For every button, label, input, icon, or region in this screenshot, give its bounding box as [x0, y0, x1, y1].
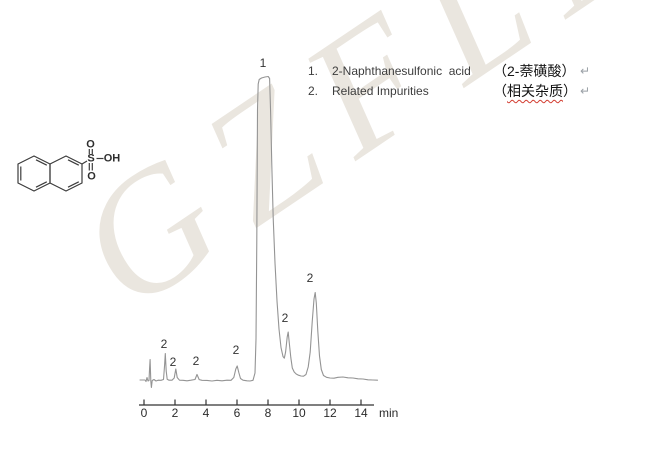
atom-label-o-bottom: O	[87, 170, 96, 183]
peak-legend: 1. 2-Naphthanesulfonic acid （2-萘磺酸） ↵ 2.…	[308, 61, 590, 101]
peak-label: 2	[160, 337, 168, 351]
atom-label-o-top: O	[86, 138, 95, 151]
peak-label-main: 1	[259, 56, 267, 70]
legend-item-1-name: 2-Naphthanesulfonic acid	[332, 64, 471, 78]
legend-item-2-chinese: （相关杂质）	[493, 83, 577, 99]
spellcheck-squiggle: 相关杂质	[507, 83, 563, 99]
x-tick-label: 6	[233, 406, 241, 420]
atom-label-oh: OH	[103, 152, 121, 165]
x-tick-label: 12	[323, 406, 337, 420]
legend-item-1-number: 1.	[308, 64, 319, 78]
peak-label: 2	[281, 311, 289, 325]
x-axis	[139, 399, 374, 406]
return-mark-icon: ↵	[580, 64, 591, 78]
structure-drawing	[17, 149, 104, 192]
peak-label: 2	[169, 355, 177, 369]
legend-item-2-number: 2.	[308, 84, 319, 98]
x-tick-label: 14	[354, 406, 368, 420]
peak-label: 2	[306, 271, 314, 285]
x-axis-unit-label: min	[379, 406, 399, 420]
return-mark-icon: ↵	[580, 84, 591, 98]
legend-item-2-name: Related Impurities	[332, 84, 429, 98]
x-tick-label: 10	[292, 406, 306, 420]
x-tick-label: 8	[264, 406, 272, 420]
peak-label: 2	[192, 354, 200, 368]
peak-label: 2	[232, 343, 240, 357]
x-tick-label: 0	[140, 406, 148, 420]
x-tick-label: 2	[171, 406, 179, 420]
chromatogram-trace	[139, 75, 379, 389]
atom-label-s: S	[87, 152, 95, 164]
x-tick-label: 4	[202, 406, 210, 420]
legend-item-1-chinese: （2-萘磺酸）	[493, 63, 576, 79]
